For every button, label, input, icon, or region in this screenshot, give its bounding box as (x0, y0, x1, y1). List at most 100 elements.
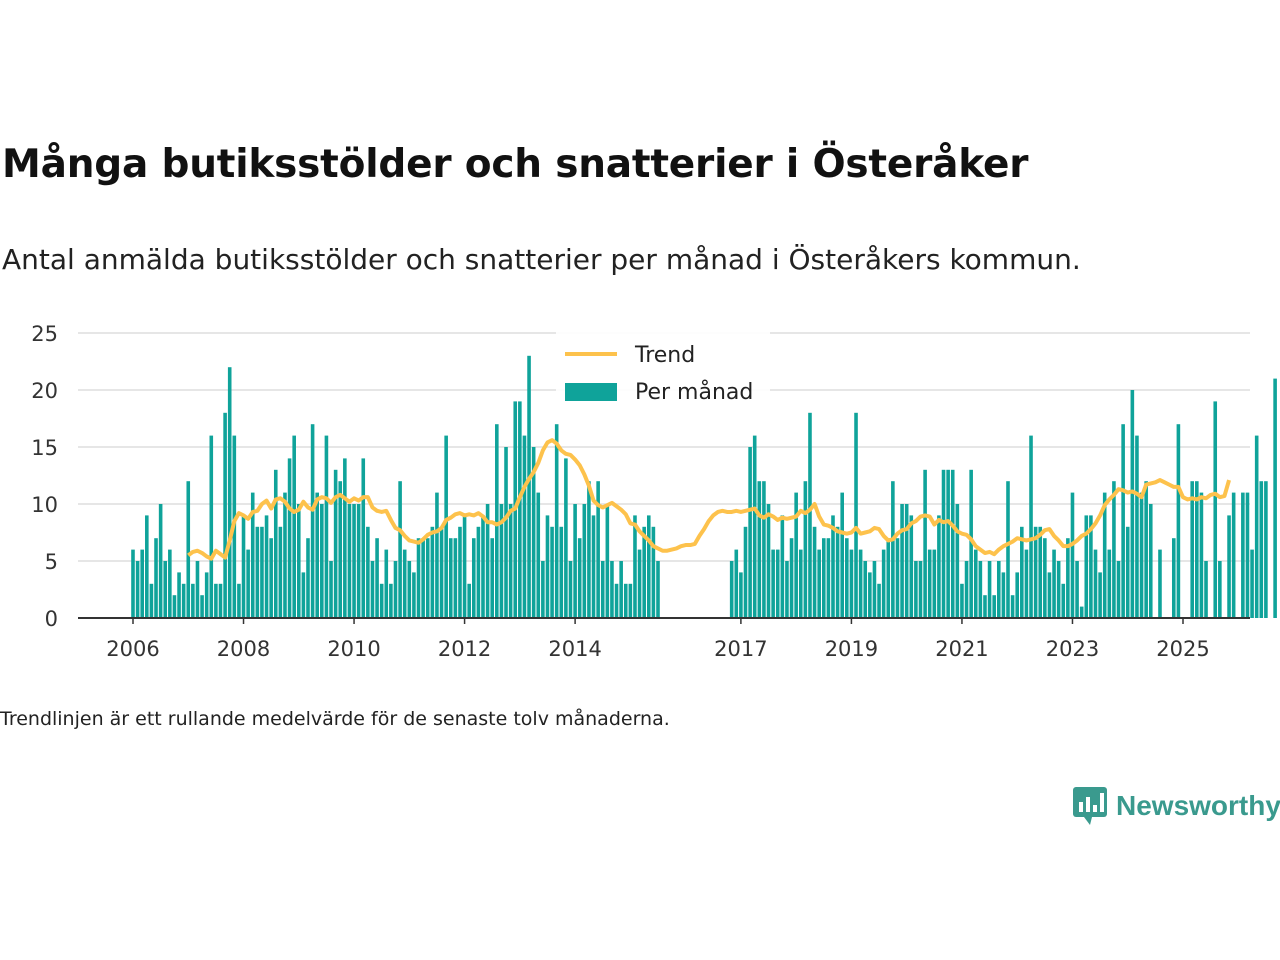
bar (462, 515, 467, 618)
bar (255, 526, 260, 618)
x-tick-label: 2017 (714, 637, 767, 661)
bar (154, 538, 158, 618)
bar (1241, 492, 1245, 618)
bar (582, 504, 587, 618)
x-tick-label: 2025 (1156, 637, 1209, 661)
bar (748, 447, 752, 618)
chart-title: Många butiksstölder och snatterier i Öst… (2, 142, 1029, 187)
bar (918, 561, 923, 618)
bar (269, 538, 273, 618)
bar (591, 515, 596, 618)
bar (739, 572, 743, 618)
bar (384, 549, 389, 618)
bar (1245, 492, 1250, 618)
bar (868, 572, 872, 618)
bar (987, 561, 992, 618)
bar (246, 549, 250, 618)
bar (577, 538, 582, 618)
bar (568, 561, 573, 618)
legend-bar-label: Per månad (635, 379, 753, 405)
bar (1089, 515, 1093, 618)
bar (347, 504, 352, 618)
bar (495, 424, 499, 618)
bar (508, 504, 513, 618)
bar (448, 538, 453, 618)
bar (996, 561, 1001, 618)
bar (743, 526, 748, 618)
x-tick-label: 2021 (935, 637, 988, 661)
bar (1130, 390, 1135, 618)
bar (402, 549, 407, 618)
bar (1112, 481, 1116, 618)
bar (481, 515, 485, 618)
bar (1264, 481, 1268, 618)
bar (849, 549, 854, 618)
bar (651, 526, 656, 618)
bar (476, 526, 481, 618)
bar (550, 526, 554, 618)
bar (504, 447, 508, 618)
chart-subtitle: Antal anmälda butiksstölder och snatteri… (2, 243, 1081, 276)
y-tick-label: 10 (31, 493, 58, 517)
legend-bar-swatch (565, 383, 617, 401)
bar (610, 561, 614, 618)
legend-trend-label: Trend (634, 343, 695, 368)
bar (467, 583, 471, 618)
bar (803, 481, 808, 618)
bar (301, 572, 306, 618)
bar (430, 526, 435, 618)
bar (1107, 549, 1112, 618)
bar (1250, 549, 1254, 618)
bar (1033, 526, 1038, 618)
bar (1231, 492, 1236, 618)
bar (149, 583, 154, 618)
bar (1273, 378, 1277, 618)
bar (1006, 481, 1010, 618)
bar (895, 538, 900, 618)
bar (858, 549, 863, 618)
y-tick-label: 20 (31, 379, 58, 403)
bar (522, 435, 527, 618)
bar (1038, 526, 1043, 618)
bar (729, 561, 734, 618)
bar (646, 515, 651, 618)
bar (909, 515, 914, 618)
bar (1125, 526, 1130, 618)
footnote: Trendlinjen är ett rullande medelvärde f… (0, 708, 670, 730)
bar (1176, 424, 1181, 618)
bar (324, 435, 329, 618)
bar (946, 469, 950, 618)
bar (927, 549, 932, 618)
bar (453, 538, 458, 618)
bar (172, 595, 177, 618)
bar (541, 561, 545, 618)
bar (158, 504, 163, 618)
bar (214, 583, 218, 618)
bar (845, 538, 849, 618)
bar (785, 561, 789, 618)
bar (983, 595, 987, 618)
y-axis-ticks: 0 5 10 15 20 25 (31, 322, 58, 631)
bar (490, 538, 494, 618)
bar (937, 515, 941, 618)
bar (950, 469, 955, 618)
bar (771, 549, 775, 618)
bar (794, 492, 798, 618)
bar (370, 561, 375, 618)
bar (1010, 595, 1015, 618)
bar (168, 549, 172, 618)
bar (1204, 561, 1208, 618)
bar (163, 561, 168, 618)
bar (854, 412, 858, 618)
bar (1144, 481, 1148, 618)
bar (1052, 549, 1056, 618)
bar (554, 424, 559, 618)
bar (444, 435, 448, 618)
y-tick-label: 0 (45, 607, 58, 631)
bar (835, 526, 840, 618)
x-tick-label: 2006 (106, 637, 159, 661)
bar (559, 526, 564, 618)
bar (863, 561, 868, 618)
bar (932, 549, 937, 618)
